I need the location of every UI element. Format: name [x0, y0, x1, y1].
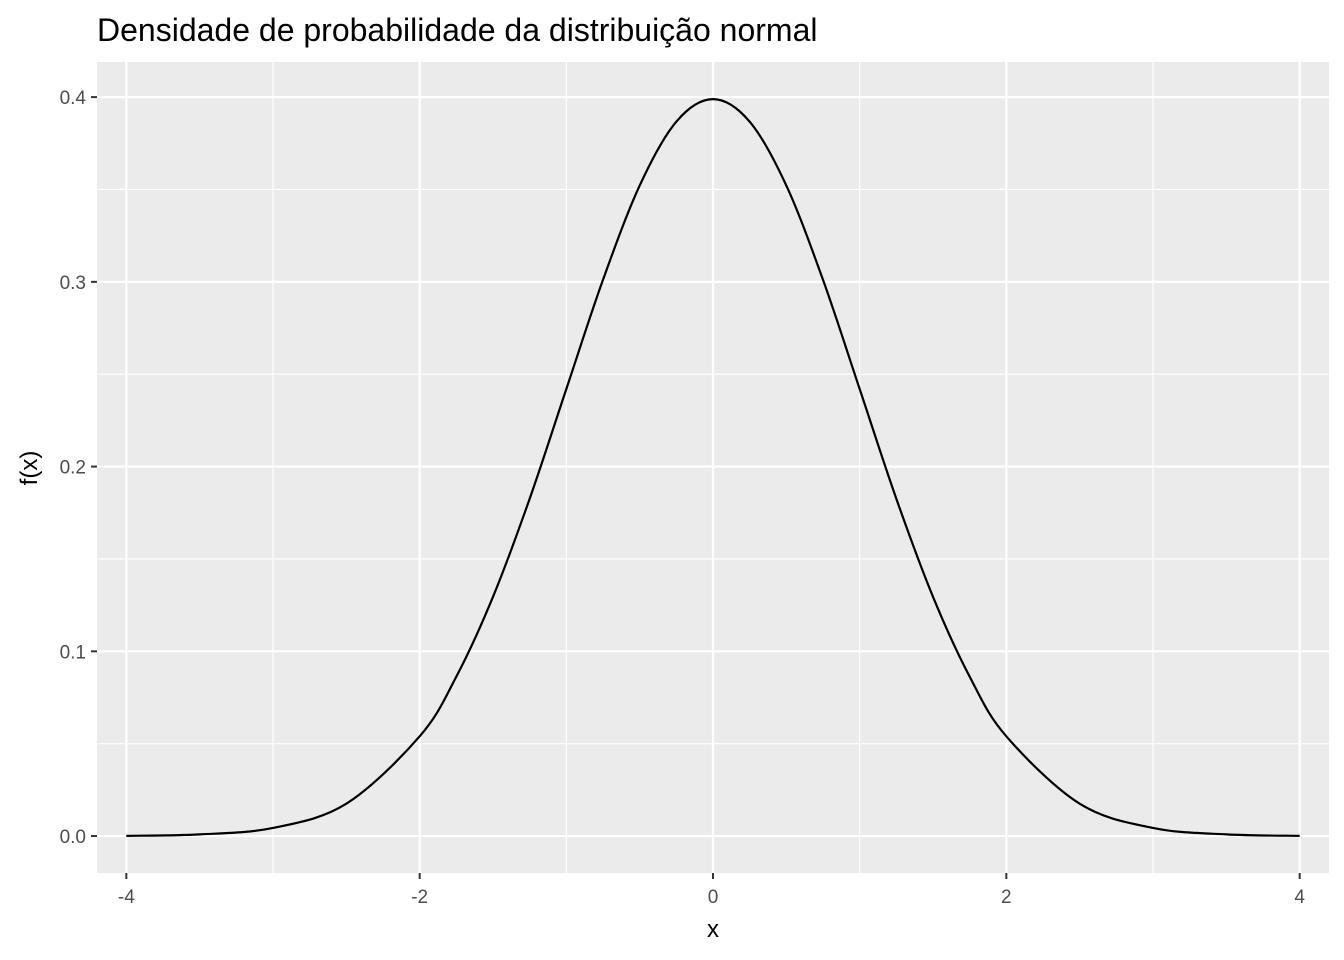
x-axis-label: x: [707, 916, 719, 943]
y-tick-label: 0.4: [60, 88, 87, 109]
x-tick-label: -4: [118, 887, 135, 908]
y-tick-label: 0.2: [60, 458, 86, 479]
y-axis-label: f(x): [16, 451, 43, 486]
x-tick-label: 4: [1294, 887, 1305, 908]
x-tick-label: 2: [1001, 887, 1012, 908]
y-tick-label: 0.0: [60, 827, 86, 848]
y-tick-label: 0.1: [60, 642, 86, 663]
chart-title: Densidade de probabilidade da distribuiç…: [97, 12, 817, 48]
y-tick-label: 0.3: [60, 273, 86, 294]
y-axis: 0.0 0.1 0.2 0.3 0.4: [60, 88, 97, 848]
x-tick-label: 0: [708, 887, 719, 908]
x-axis: -4 -2 0 2 4: [118, 873, 1305, 908]
density-curve: [126, 98, 1300, 837]
x-tick-label: -2: [411, 887, 428, 908]
